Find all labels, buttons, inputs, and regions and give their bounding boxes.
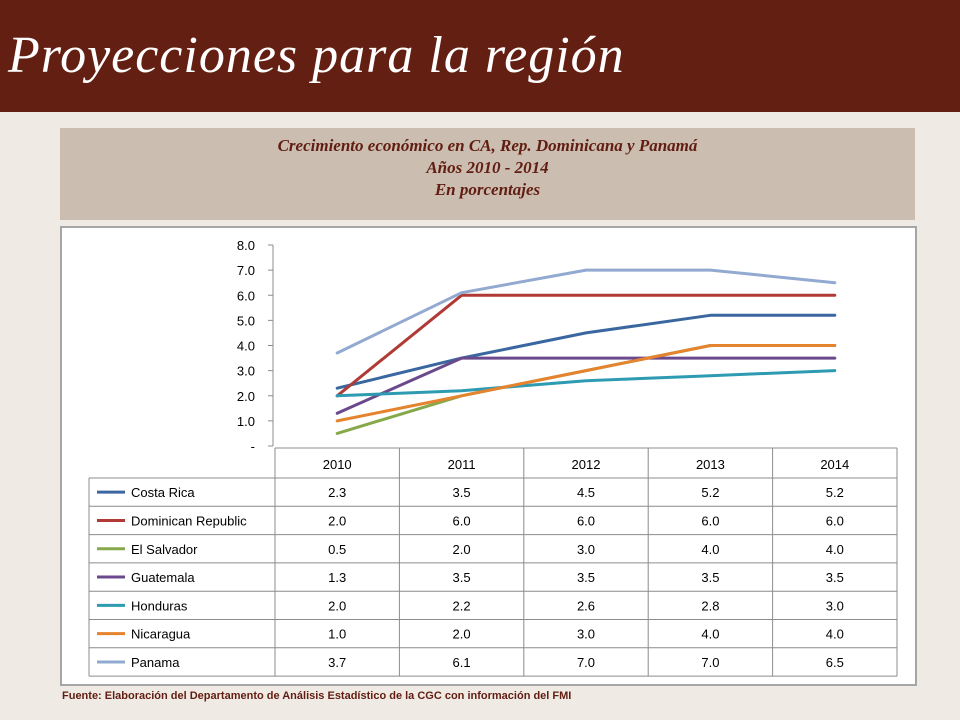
- data-label: 3.5: [701, 570, 719, 585]
- data-label: 4.0: [826, 627, 844, 642]
- legend-entry: Dominican Republic: [131, 513, 247, 528]
- caption-line-3: En porcentajes: [434, 180, 541, 199]
- data-label: 3.7: [328, 655, 346, 670]
- data-label: 3.5: [577, 570, 595, 585]
- data-label: 2.6: [577, 598, 595, 613]
- data-label: 4.5: [577, 485, 595, 500]
- data-label: 3.5: [453, 570, 471, 585]
- data-label: 1.3: [328, 570, 346, 585]
- data-label: 2.0: [453, 627, 471, 642]
- data-label: 5.2: [701, 485, 719, 500]
- data-label: 3.5: [826, 570, 844, 585]
- legend-entry: Nicaragua: [131, 627, 191, 642]
- line-chart: - 1.0 2.0 3.0 4.0 5.0 6.0 7.0 8.0 2010 2011 2012 201…: [88, 238, 898, 677]
- x-category-label: 2013: [696, 457, 725, 472]
- x-category-label: 2010: [323, 457, 352, 472]
- series-line-6: [335, 268, 837, 355]
- source-note: Fuente: Elaboración del Departamento de …: [62, 690, 572, 702]
- data-label: 2.3: [328, 485, 346, 500]
- data-label: 7.0: [577, 655, 595, 670]
- y-tick-label: -: [251, 439, 255, 454]
- data-label: 4.0: [701, 627, 719, 642]
- data-label: 1.0: [328, 627, 346, 642]
- data-label: 6.0: [701, 513, 719, 528]
- y-tick-label: 1.0: [237, 414, 255, 429]
- x-category-label: 2014: [820, 457, 849, 472]
- y-tick-label: 4.0: [237, 339, 255, 354]
- y-tick-label: 3.0: [237, 364, 255, 379]
- data-label: 6.5: [826, 655, 844, 670]
- series-line-3: [335, 356, 837, 415]
- y-tick-label: 6.0: [237, 288, 255, 303]
- legend-entry: Panama: [131, 655, 180, 670]
- legend-entry: Costa Rica: [131, 485, 195, 500]
- chart-caption: Crecimiento económico en CA, Rep. Domini…: [60, 128, 915, 220]
- data-label: 6.0: [453, 513, 471, 528]
- x-category-label: 2011: [448, 457, 476, 472]
- data-label: 2.0: [328, 598, 346, 613]
- data-label: 3.0: [826, 598, 844, 613]
- data-label: 7.0: [701, 655, 719, 670]
- data-label: 3.0: [577, 542, 595, 557]
- legend-entry: Honduras: [131, 598, 188, 613]
- data-label: 4.0: [826, 542, 844, 557]
- data-label: 3.5: [453, 485, 471, 500]
- slide-header: Proyecciones para la región: [0, 0, 960, 112]
- caption-line-1: Crecimiento económico en CA, Rep. Domini…: [277, 136, 698, 155]
- y-tick-label: 7.0: [237, 263, 255, 278]
- data-label: 5.2: [826, 485, 844, 500]
- data-label: 2.0: [328, 513, 346, 528]
- legend-entry: Guatemala: [131, 570, 195, 585]
- slide-title: Proyecciones para la región: [8, 27, 625, 84]
- data-label: 0.5: [328, 542, 346, 557]
- series-line-5: [335, 344, 837, 423]
- y-tick-label: 8.0: [237, 238, 255, 253]
- data-label: 3.0: [577, 627, 595, 642]
- series-line-4: [335, 369, 837, 398]
- legend-entry: El Salvador: [131, 542, 198, 557]
- chart-frame: - 1.0 2.0 3.0 4.0 5.0 6.0 7.0 8.0 2010 2011 2012 201…: [60, 226, 917, 686]
- data-label: 6.0: [577, 513, 595, 528]
- data-label: 2.0: [453, 542, 471, 557]
- caption-line-2: Años 2010 - 2014: [426, 158, 549, 177]
- x-category-label: 2012: [572, 457, 601, 472]
- y-tick-label: 2.0: [237, 389, 255, 404]
- data-label: 6.0: [826, 513, 844, 528]
- series-line-1: [335, 293, 837, 398]
- data-label: 6.1: [453, 655, 471, 670]
- series-line-0: [335, 313, 837, 390]
- y-tick-label: 5.0: [237, 313, 255, 328]
- data-label: 4.0: [701, 542, 719, 557]
- data-label: 2.2: [453, 598, 471, 613]
- data-label: 2.8: [701, 598, 719, 613]
